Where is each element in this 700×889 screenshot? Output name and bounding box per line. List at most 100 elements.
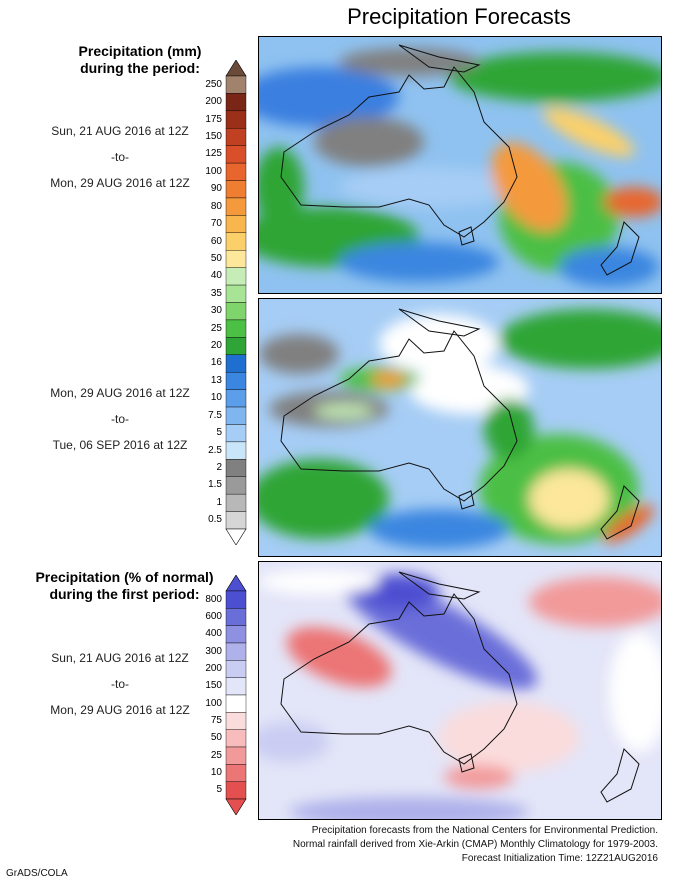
legend-mm-tick-label: 10 bbox=[210, 392, 222, 404]
legend-pct-swatch bbox=[225, 764, 247, 782]
legend-pct-swatch bbox=[225, 660, 247, 678]
legend-pct-swatch bbox=[225, 677, 247, 696]
legend-mm-tick-label: 100 bbox=[205, 165, 222, 177]
new-zealand-outline bbox=[600, 485, 640, 540]
legend-mm-heading-line2: during the period: bbox=[80, 60, 200, 76]
legend-mm-tick-label: 150 bbox=[205, 130, 222, 142]
legend-mm-tick-label: 70 bbox=[210, 218, 222, 230]
legend-pct-tick-label: 10 bbox=[210, 767, 222, 778]
legend-mm-tick-label: 2 bbox=[216, 462, 222, 474]
legend-mm-swatch bbox=[225, 337, 247, 355]
period1-from: Sun, 21 AUG 2016 at 12Z bbox=[51, 124, 189, 138]
footer-line2: Normal rainfall derived from Xie-Arkin (… bbox=[292, 839, 658, 850]
new-zealand-outline bbox=[600, 221, 640, 276]
legend-mm-swatch bbox=[225, 406, 247, 425]
legend-mm-tick-label: 0.5 bbox=[208, 514, 222, 526]
period2-to: Tue, 06 SEP 2016 at 12Z bbox=[52, 438, 188, 452]
legend-mm-swatch bbox=[225, 441, 247, 460]
legend-pct-swatch bbox=[225, 608, 247, 626]
legend-mm-tick-label: 5 bbox=[216, 427, 222, 439]
legend-pct-tick-label: 150 bbox=[205, 680, 222, 692]
map-precip-percent-normal bbox=[258, 561, 662, 820]
legend-pct-swatch bbox=[225, 590, 247, 609]
legend-pct-tick-label: 25 bbox=[210, 749, 222, 761]
legend-pct-tick-label: 300 bbox=[205, 645, 222, 657]
legend-pct-tick-label: 400 bbox=[205, 628, 222, 640]
legend-mm-tick-label: 30 bbox=[210, 305, 222, 317]
legend-mm-tick-label: 13 bbox=[210, 374, 222, 386]
legend-pct-colorbar bbox=[225, 575, 247, 815]
legend-mm-swatch bbox=[225, 267, 247, 286]
legend-mm-tick-label: 175 bbox=[205, 113, 222, 125]
legend-pct-tick-label: 50 bbox=[210, 732, 222, 744]
map-precip-period2 bbox=[258, 298, 662, 557]
legend-pct-tick-label: 5 bbox=[216, 784, 222, 796]
legend-mm-swatch bbox=[225, 476, 247, 495]
legend-mm-tick-label: 80 bbox=[210, 200, 222, 212]
legend-mm-swatch bbox=[225, 215, 247, 234]
legend-pct-heading-line2: during the first period: bbox=[49, 586, 200, 602]
australia-outline bbox=[280, 593, 518, 765]
legend-mm-tick-label: 250 bbox=[205, 78, 222, 90]
legend-mm-swatch bbox=[225, 371, 247, 390]
footer-line3: Forecast Initialization Time: 12Z21AUG20… bbox=[461, 853, 658, 864]
legend-pct-bottom-arrow bbox=[225, 798, 247, 815]
legend-pct-heading-line1: Precipitation (% of normal) bbox=[35, 569, 214, 585]
legend-mm-swatch bbox=[225, 511, 247, 530]
legend-mm-heading-line1: Precipitation (mm) bbox=[78, 43, 202, 59]
period1-to: Mon, 29 AUG 2016 at 12Z bbox=[50, 176, 190, 190]
legend-mm-tick-label: 35 bbox=[210, 287, 222, 299]
legend-mm-tick-label: 60 bbox=[210, 235, 222, 247]
australia-outline bbox=[280, 66, 518, 238]
legend-pct-tick-label: 600 bbox=[205, 611, 222, 622]
legend-mm-swatch bbox=[225, 75, 247, 94]
legend-mm-bottom-arrow bbox=[225, 528, 247, 545]
legend-pct-swatch bbox=[225, 642, 247, 661]
page-title: Precipitation Forecasts bbox=[347, 4, 571, 29]
legend-mm-swatch bbox=[225, 197, 247, 216]
legend-mm-swatch bbox=[225, 145, 247, 164]
period2-from: Mon, 29 AUG 2016 at 12Z bbox=[50, 386, 190, 400]
legend-mm-tick-label: 40 bbox=[210, 270, 222, 282]
footer-line1: Precipitation forecasts from the Nationa… bbox=[311, 825, 658, 836]
legend-pct-heading: Precipitation (% of normal) during the f… bbox=[12, 569, 237, 603]
legend-mm-tick-label: 7.5 bbox=[208, 409, 222, 421]
footer-notes: Precipitation forecasts from the Nationa… bbox=[293, 824, 658, 866]
legend-mm-swatch bbox=[225, 284, 247, 303]
legend-mm-tick-label: 20 bbox=[210, 340, 222, 352]
legend-mm-swatch bbox=[225, 232, 247, 251]
legend-mm-tick-label: 200 bbox=[205, 96, 222, 108]
legend-mm-swatch bbox=[225, 128, 247, 146]
legend-mm-top-arrow bbox=[225, 60, 247, 77]
new-zealand-outline bbox=[600, 748, 640, 803]
legend-pct-swatch bbox=[225, 746, 247, 765]
legend-pct-swatch bbox=[225, 781, 247, 800]
period2-sep: -to- bbox=[111, 412, 129, 426]
legend-mm-swatch bbox=[225, 180, 247, 199]
credit-label: GrADS/COLA bbox=[6, 868, 68, 879]
legend-mm-swatch bbox=[225, 302, 247, 321]
legend-mm-tick-label: 25 bbox=[210, 322, 222, 334]
legend-mm-swatch bbox=[225, 424, 247, 443]
legend-mm-tick-label: 90 bbox=[210, 183, 222, 195]
legend-pct-tick-label: 100 bbox=[205, 697, 222, 709]
legend-pct-tick-label: 75 bbox=[210, 715, 222, 726]
legend-mm-heading: Precipitation (mm) during the period: bbox=[40, 43, 240, 77]
legend-mm-tick-label: 1.5 bbox=[208, 479, 222, 491]
legend-pct-swatch bbox=[225, 694, 247, 713]
legend-mm-tick-label: 50 bbox=[210, 252, 222, 264]
legend-mm-swatch bbox=[225, 493, 247, 512]
period1-sep: -to- bbox=[111, 150, 129, 164]
legend-pct-top-arrow bbox=[225, 575, 247, 592]
legend-mm-tick-label: 2.5 bbox=[208, 444, 222, 456]
map-precip-period1 bbox=[258, 36, 662, 294]
legend-mm-colorbar bbox=[225, 60, 247, 545]
legend-pct-tick-label: 800 bbox=[205, 593, 222, 605]
legend-mm-swatch bbox=[225, 162, 247, 181]
period3-from: Sun, 21 AUG 2016 at 12Z bbox=[51, 651, 189, 665]
legend-mm-tick-label: 16 bbox=[210, 357, 222, 369]
legend-pct-swatch bbox=[225, 729, 247, 748]
period3-to: Mon, 29 AUG 2016 at 12Z bbox=[50, 703, 190, 717]
legend-mm-tick-label: 1 bbox=[216, 496, 222, 508]
legend-mm-swatch bbox=[225, 389, 247, 408]
